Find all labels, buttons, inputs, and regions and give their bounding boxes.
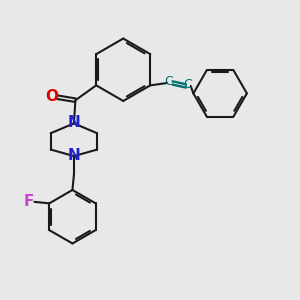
Text: F: F xyxy=(23,194,34,209)
Text: C: C xyxy=(164,75,173,88)
Text: N: N xyxy=(68,115,80,130)
Text: O: O xyxy=(45,89,58,104)
Text: N: N xyxy=(68,148,80,163)
Text: C: C xyxy=(184,78,192,91)
